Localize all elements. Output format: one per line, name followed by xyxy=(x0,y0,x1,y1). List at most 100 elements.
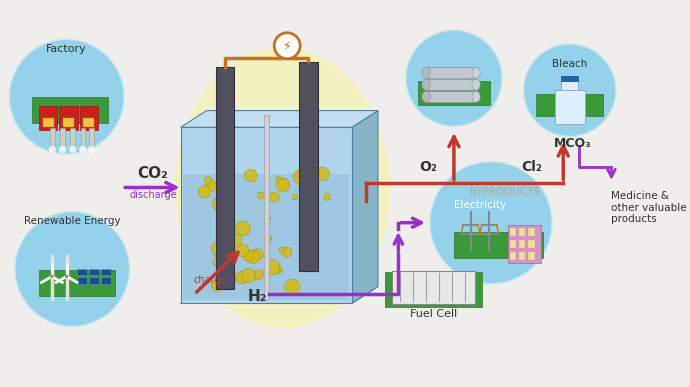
Circle shape xyxy=(524,44,616,137)
Text: charge: charge xyxy=(193,275,227,285)
Circle shape xyxy=(14,212,130,327)
Text: BYPRODUCTS: BYPRODUCTS xyxy=(470,187,540,197)
Circle shape xyxy=(276,178,290,192)
Circle shape xyxy=(236,272,248,284)
Bar xyxy=(59,106,78,130)
Text: O₂: O₂ xyxy=(419,159,437,174)
Bar xyxy=(264,115,268,299)
Bar xyxy=(509,252,516,260)
Bar xyxy=(77,269,87,276)
Circle shape xyxy=(213,197,226,211)
Circle shape xyxy=(252,249,264,260)
Bar xyxy=(32,97,108,123)
Text: Renewable Energy: Renewable Energy xyxy=(24,216,121,226)
Bar xyxy=(77,277,87,284)
Bar xyxy=(519,228,525,236)
Ellipse shape xyxy=(472,91,480,102)
Circle shape xyxy=(204,177,212,184)
Circle shape xyxy=(275,267,282,274)
Circle shape xyxy=(277,266,282,272)
Circle shape xyxy=(224,280,233,288)
Text: Fuel Cell: Fuel Cell xyxy=(410,309,457,319)
Ellipse shape xyxy=(472,79,480,90)
Circle shape xyxy=(243,250,254,261)
Text: H₂: H₂ xyxy=(248,289,267,304)
Bar xyxy=(562,76,578,81)
Circle shape xyxy=(430,161,552,284)
Ellipse shape xyxy=(422,67,431,78)
Bar xyxy=(392,271,475,304)
Polygon shape xyxy=(352,111,378,303)
Circle shape xyxy=(269,192,279,202)
Circle shape xyxy=(324,194,331,200)
Bar xyxy=(216,67,235,289)
Polygon shape xyxy=(181,287,378,303)
Text: Electricity: Electricity xyxy=(454,200,506,210)
Circle shape xyxy=(274,33,300,59)
Circle shape xyxy=(221,177,233,188)
Bar xyxy=(181,127,352,303)
Bar xyxy=(89,277,99,284)
Bar xyxy=(509,228,516,236)
Bar xyxy=(454,232,543,258)
Circle shape xyxy=(293,194,297,200)
Bar xyxy=(519,240,525,248)
Bar xyxy=(528,252,535,260)
Circle shape xyxy=(266,216,270,221)
Bar xyxy=(50,128,55,147)
Circle shape xyxy=(198,185,210,198)
Bar xyxy=(508,224,541,264)
Circle shape xyxy=(79,146,87,153)
Polygon shape xyxy=(181,111,378,127)
Text: ⚡: ⚡ xyxy=(283,39,292,52)
Bar xyxy=(101,269,111,276)
Text: Cl₂: Cl₂ xyxy=(522,159,542,174)
Circle shape xyxy=(217,250,226,259)
Circle shape xyxy=(9,39,124,154)
Circle shape xyxy=(241,269,256,283)
Circle shape xyxy=(50,274,54,278)
Circle shape xyxy=(285,279,300,295)
Circle shape xyxy=(254,270,264,280)
Text: Bleach: Bleach xyxy=(552,59,587,69)
Circle shape xyxy=(228,276,237,284)
Circle shape xyxy=(217,171,230,185)
Circle shape xyxy=(304,260,311,267)
Bar xyxy=(60,128,65,147)
Bar xyxy=(39,270,115,296)
Circle shape xyxy=(236,244,249,257)
Circle shape xyxy=(276,176,282,182)
Bar xyxy=(528,228,535,236)
Bar xyxy=(385,272,482,307)
Circle shape xyxy=(48,146,56,153)
Bar xyxy=(89,128,94,147)
Ellipse shape xyxy=(472,67,480,78)
Circle shape xyxy=(264,236,271,243)
Bar xyxy=(426,79,476,90)
Ellipse shape xyxy=(176,48,389,327)
Ellipse shape xyxy=(422,79,431,90)
Circle shape xyxy=(244,169,257,182)
Circle shape xyxy=(206,180,217,191)
Bar xyxy=(519,252,525,260)
Circle shape xyxy=(246,250,259,264)
Circle shape xyxy=(304,184,308,189)
Circle shape xyxy=(213,257,222,267)
Circle shape xyxy=(59,146,66,153)
Circle shape xyxy=(236,221,250,236)
Circle shape xyxy=(221,248,232,258)
Text: Factory: Factory xyxy=(46,43,87,53)
Circle shape xyxy=(279,178,288,188)
Circle shape xyxy=(282,247,292,257)
Circle shape xyxy=(293,170,308,184)
Circle shape xyxy=(315,167,329,181)
Text: CO₂: CO₂ xyxy=(137,166,168,181)
Bar xyxy=(43,118,54,127)
Bar xyxy=(509,240,516,248)
Bar xyxy=(418,81,490,105)
Bar xyxy=(63,118,74,127)
Bar xyxy=(562,79,578,90)
Text: Medicine &
other valuable
products: Medicine & other valuable products xyxy=(611,191,687,224)
Bar xyxy=(426,91,476,102)
Bar xyxy=(89,269,99,276)
